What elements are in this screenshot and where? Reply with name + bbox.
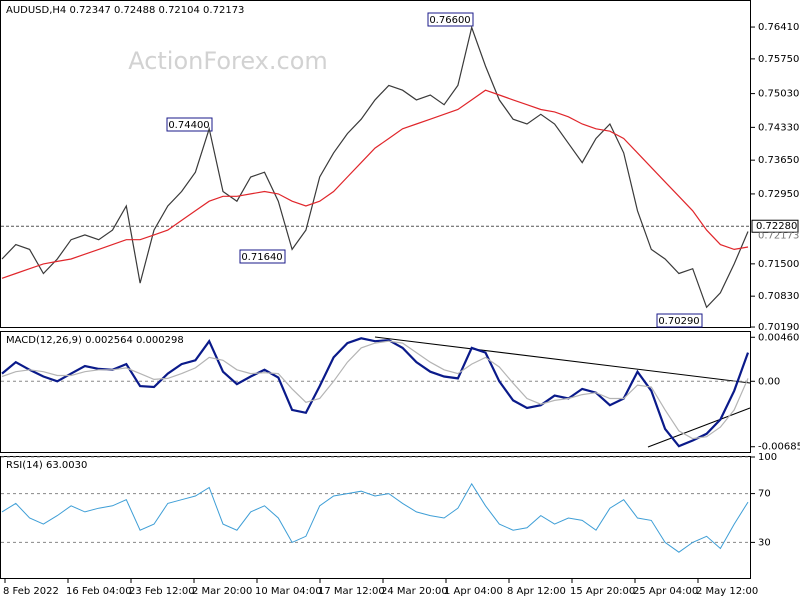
price-box: [751, 219, 799, 233]
y-tick-label: 70: [758, 489, 771, 500]
y-tick-label: 0.004608: [758, 332, 800, 343]
x-tick-label: 8 Feb 2022: [3, 586, 59, 597]
x-tick-label: 23 Feb 12:00: [129, 586, 195, 597]
x-tick-label: 15 Apr 20:00: [570, 586, 635, 597]
x-tick-label: 17 Mar 12:00: [318, 586, 385, 597]
trendline: [647, 407, 751, 448]
y-tick-label: 30: [758, 537, 771, 548]
y-tick-label: -0.006853: [758, 442, 800, 453]
y-tick-label: 100: [758, 452, 777, 463]
y-tick-label: 0.70830: [758, 291, 799, 302]
last-price-label: 0.72173: [758, 230, 799, 241]
price-label: 0.72280: [756, 221, 797, 232]
y-tick-label: 0.76410: [758, 22, 799, 33]
y-tick-label: 0.70190: [758, 322, 799, 333]
annotation-box: [656, 313, 703, 328]
annotation-box: [427, 12, 474, 27]
annotation-box: [239, 249, 286, 264]
x-tick-label: 16 Feb 04:00: [66, 586, 132, 597]
y-tick-label: 0.72950: [758, 189, 799, 200]
y-tick-label: 0.74330: [758, 122, 799, 133]
trendline: [374, 336, 751, 384]
series-line: [1, 482, 749, 553]
y-tick-label: 0.73650: [758, 155, 799, 166]
rsi-title: RSI(14) 63.0030: [6, 460, 87, 471]
annotation: 0.71640: [241, 252, 282, 263]
price-title: AUDUSD,H4 0.72347 0.72488 0.72104 0.7217…: [6, 5, 244, 16]
x-tick-label: 8 Apr 12:00: [507, 586, 566, 597]
y-tick-label: 0.71500: [758, 259, 799, 270]
watermark: ActionForex.com: [128, 47, 328, 75]
x-tick-label: 2 May 12:00: [696, 586, 758, 597]
y-tick-label: 0.75750: [758, 54, 799, 65]
x-tick-label: 1 Apr 04:00: [444, 586, 503, 597]
series-line: [1, 25, 749, 309]
annotation: 0.74400: [168, 120, 209, 131]
price-panel: [0, 0, 751, 328]
x-tick-label: 25 Apr 04:00: [633, 586, 698, 597]
annotation: 0.70290: [658, 316, 699, 327]
macd-title: MACD(12,26,9) 0.002564 0.000298: [6, 335, 184, 346]
annotation-box: [166, 117, 213, 132]
y-tick-label: 0.00: [758, 376, 780, 387]
annotation: 0.76600: [429, 15, 470, 26]
series-line: [1, 340, 749, 440]
x-tick-label: 2 Mar 20:00: [192, 586, 252, 597]
macd-panel: [0, 331, 751, 453]
series-line: [1, 89, 749, 279]
x-tick-label: 24 Mar 20:00: [381, 586, 448, 597]
y-tick-label: 0.75030: [758, 89, 799, 100]
x-tick-label: 10 Mar 04:00: [255, 586, 322, 597]
